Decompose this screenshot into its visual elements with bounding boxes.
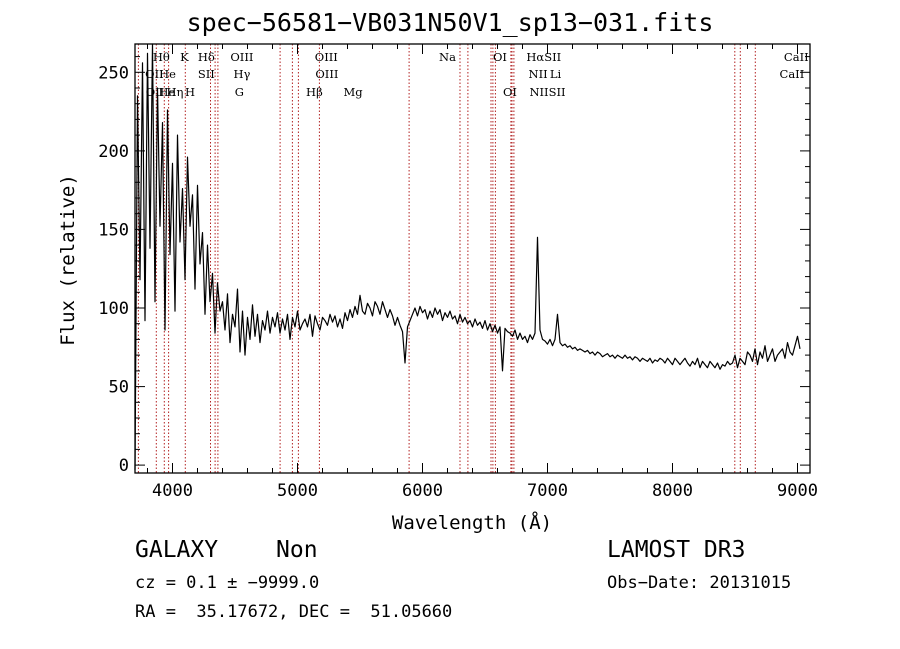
line-label: OIII [315,67,338,81]
line-label: He [158,85,175,99]
plot-frame [134,43,811,474]
coordinates: RA = 35.17672, DEC = 51.05660 [135,602,453,622]
line-label: OIII [230,50,253,64]
line-label: Hθ [153,50,170,64]
line-label: NIISII [529,85,565,99]
y-axis-label: Flux (relative) [57,174,79,346]
line-label: Mg [344,85,364,99]
axis-ticks: 4000 5000 6000 7000 8000 9000 0 50 100 150 200 250 [98,44,818,501]
y-tick-label: 50 [109,378,129,398]
x-tick-label: 8000 [652,481,693,501]
x-tick-label: 6000 [402,481,443,501]
survey-name: LAMOST DR3 [607,537,746,563]
line-label: OI [503,85,517,99]
y-tick-label: 250 [98,63,129,83]
y-tick-label: 150 [98,220,129,240]
line-label: SII [198,67,215,81]
line-label: Hδ [198,50,215,64]
line-label: CaII [780,67,805,81]
y-tick-label: 100 [98,299,129,319]
y-tick-label: 0 [119,456,129,476]
line-label: He [159,67,176,81]
line-label: Hβ [306,85,323,99]
x-axis-label: Wavelength (Å) [392,511,552,534]
line-label: K [180,50,189,64]
line-label: OIII [315,50,338,64]
observation-date: Obs−Date: 20131015 [607,573,792,593]
line-label: Li [550,67,562,81]
line-label: Hη [167,85,184,99]
x-tick-label: 5000 [277,481,318,501]
y-tick-label: 200 [98,142,129,162]
chart-title: spec−56581−VB031N50V1_sp13−031.fits [186,8,714,37]
spectrum-series [134,43,801,470]
line-label: HαSII [526,50,561,64]
object-class: GALAXY [135,537,219,563]
line-label: OI [493,50,507,64]
spectrum-line [134,43,801,470]
line-label: OII [145,67,164,81]
line-label: NII [529,67,548,81]
object-subclass: Non [276,537,318,563]
line-label: Hγ [233,67,250,81]
line-label: H [185,85,195,99]
x-tick-label: 7000 [527,481,568,501]
line-label: CaII [784,50,809,64]
x-tick-label: 4000 [152,481,193,501]
line-label: Na [439,50,456,64]
line-label: OII [146,85,165,99]
line-label: G [235,85,244,99]
line-markers [137,44,756,473]
redshift-info: cz = 0.1 ± −9999.0 [135,573,320,593]
x-tick-label: 9000 [777,481,818,501]
